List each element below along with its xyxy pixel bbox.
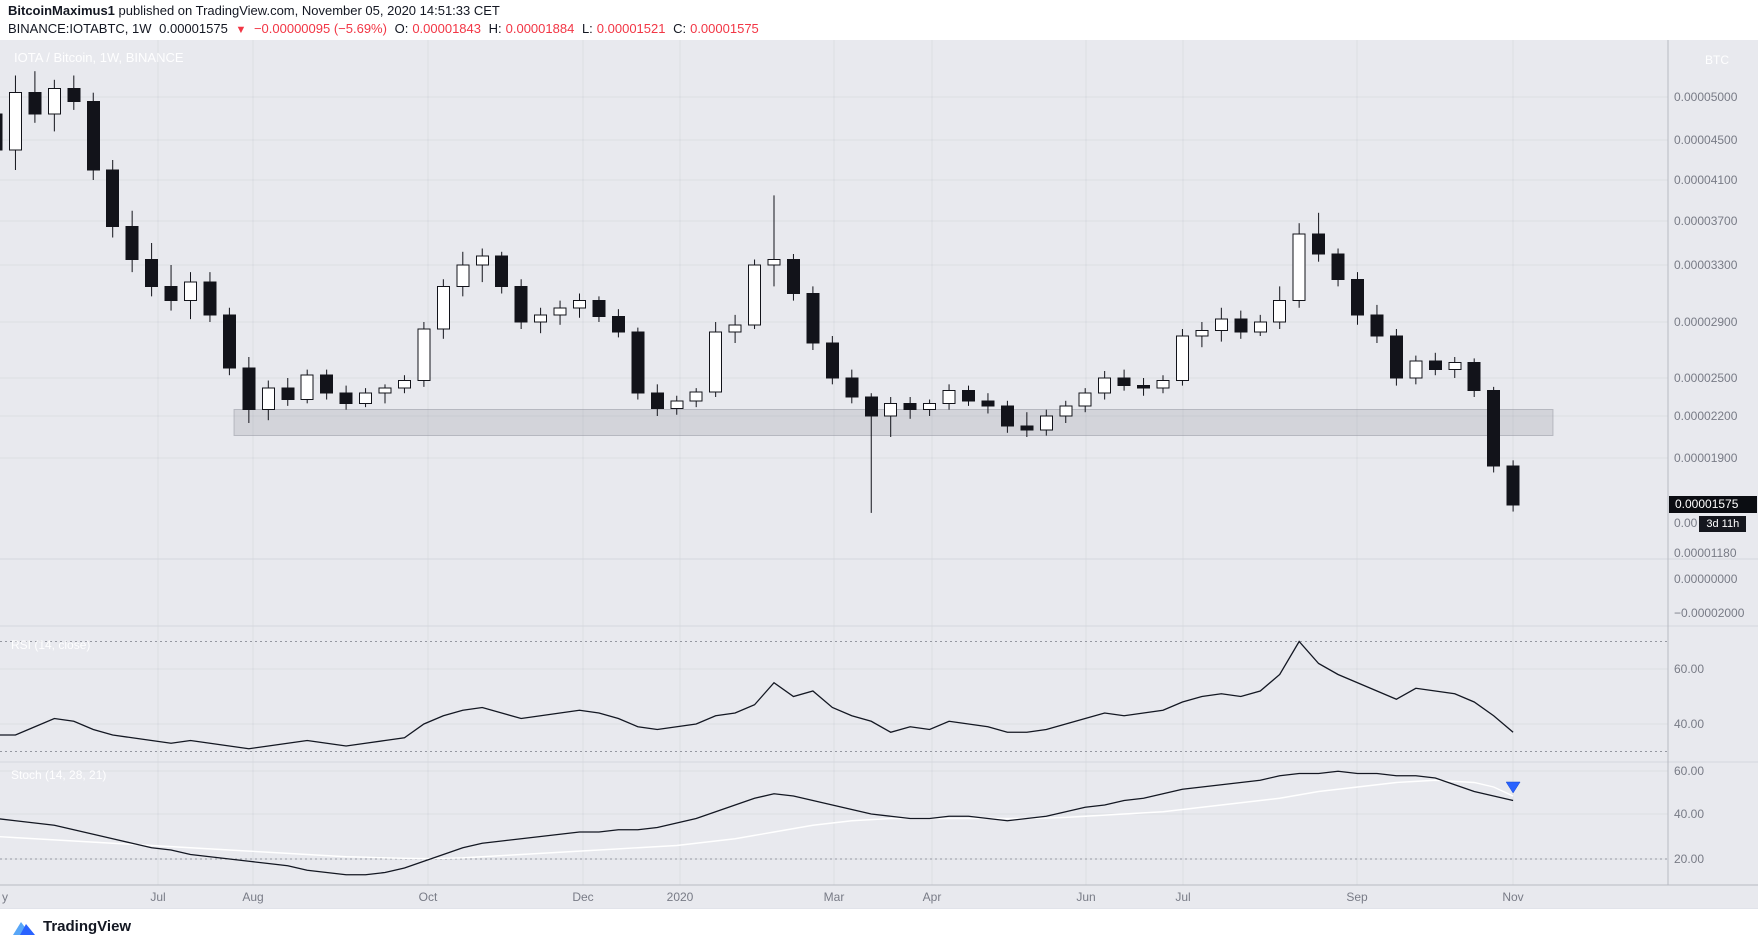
symbol-watermark: IOTA / Bitcoin, 1W, BINANCE: [14, 50, 184, 65]
time-axis-label: Jul: [1175, 890, 1190, 904]
rsi-pane-title: RSI (14, close): [11, 638, 91, 652]
stoch-d-line: [0, 779, 1514, 860]
time-axis-label: Oct: [419, 890, 438, 904]
stoch-k-line: [0, 770, 1514, 876]
down-arrow-icon: ▼: [235, 24, 247, 36]
symbol-name: BINANCE:IOTABTC, 1W: [8, 21, 152, 36]
time-axis-label: Sep: [1346, 890, 1368, 904]
close-label: C:: [673, 21, 687, 36]
stoch-axis-label: 20.00: [1674, 852, 1704, 866]
price-axis-label: 0.00003700: [1674, 214, 1738, 228]
close-value: 0.00001575: [690, 21, 759, 36]
price-axis-label: 0.00001180: [1674, 546, 1737, 560]
tradingview-brand-text: TradingView: [43, 918, 132, 935]
time-axis-label: 2020: [667, 890, 694, 904]
time-axis-label: Dec: [572, 890, 593, 904]
time-axis-label: Nov: [1502, 890, 1523, 904]
publish-header: BitcoinMaximus1 published on TradingView…: [0, 0, 1758, 40]
partial-axis-label: 0.00: [1674, 516, 1698, 530]
price-axis-label: 0.00002200: [1674, 409, 1738, 423]
time-axis-label: Mar: [824, 890, 845, 904]
tradingview-link[interactable]: TradingView: [12, 918, 131, 935]
bar-countdown-row: 0.00 3d 11h: [1674, 516, 1747, 532]
tradingview-logo-icon: [13, 921, 35, 935]
bar-close-countdown-badge: 3d 11h: [1699, 516, 1747, 532]
open-value: 0.00001843: [412, 21, 481, 36]
low-value: 0.00001521: [596, 21, 666, 36]
price-axis-label: 0.00002500: [1674, 371, 1738, 385]
stoch-axis-label: 40.00: [1674, 807, 1704, 821]
price-axis-label: 0.00001900: [1674, 451, 1738, 465]
rsi-axis-label: 60.00: [1674, 662, 1704, 676]
high-value: 0.00001884: [505, 21, 575, 36]
price-axis-label: −0.00002000: [1674, 606, 1745, 620]
candlestick-series: [0, 71, 1520, 513]
price-axis-label: 0.00004100: [1674, 173, 1738, 187]
time-axis[interactable]: [0, 885, 1668, 908]
open-label: O:: [394, 21, 409, 36]
chart-canvas[interactable]: 0.00005000 0.00004500 0.00004100 0.00003700…: [0, 40, 1758, 908]
symbol-ohlc-line: BINANCE:IOTABTC, 1W 0.00001575 ▼ −0.0000…: [8, 21, 763, 36]
time-axis-label: Jul: [150, 890, 165, 904]
chart-background: [0, 40, 1758, 908]
stoch-cross-marker-icon: [1505, 781, 1521, 794]
price-axis-label: 0.00000000: [1674, 572, 1738, 586]
last-price: 0.00001575: [159, 21, 228, 36]
time-axis-label: Apr: [923, 890, 942, 904]
price-change: −0.00000095 (−5.69%): [253, 21, 387, 36]
rsi-axis-label: 40.00: [1674, 717, 1704, 731]
publisher-name: BitcoinMaximus1: [8, 3, 115, 18]
price-axis-label: 0.00005000: [1674, 90, 1738, 104]
high-label: H:: [488, 21, 502, 36]
publish-info-line: BitcoinMaximus1 published on TradingView…: [8, 3, 500, 18]
publish-info: published on TradingView.com, November 0…: [114, 3, 500, 18]
low-label: L:: [581, 21, 593, 36]
stoch-axis-label: 60.00: [1674, 764, 1704, 778]
price-axis-label: 0.00002900: [1674, 315, 1738, 329]
footer-bar: TradingView: [0, 908, 1758, 944]
current-price-badge: 0.00001575: [1669, 496, 1757, 513]
time-axis-label: y: [2, 890, 8, 904]
price-axis[interactable]: [1668, 40, 1758, 885]
axis-currency-label: BTC: [1705, 53, 1729, 67]
time-axis-label: Aug: [242, 890, 263, 904]
time-axis-label: Jun: [1076, 890, 1095, 904]
price-axis-label: 0.00004500: [1674, 133, 1738, 147]
stoch-pane-title: Stoch (14, 28, 21): [11, 768, 107, 782]
rsi-line: [0, 640, 1514, 750]
price-axis-label: 0.00003300: [1674, 258, 1738, 272]
